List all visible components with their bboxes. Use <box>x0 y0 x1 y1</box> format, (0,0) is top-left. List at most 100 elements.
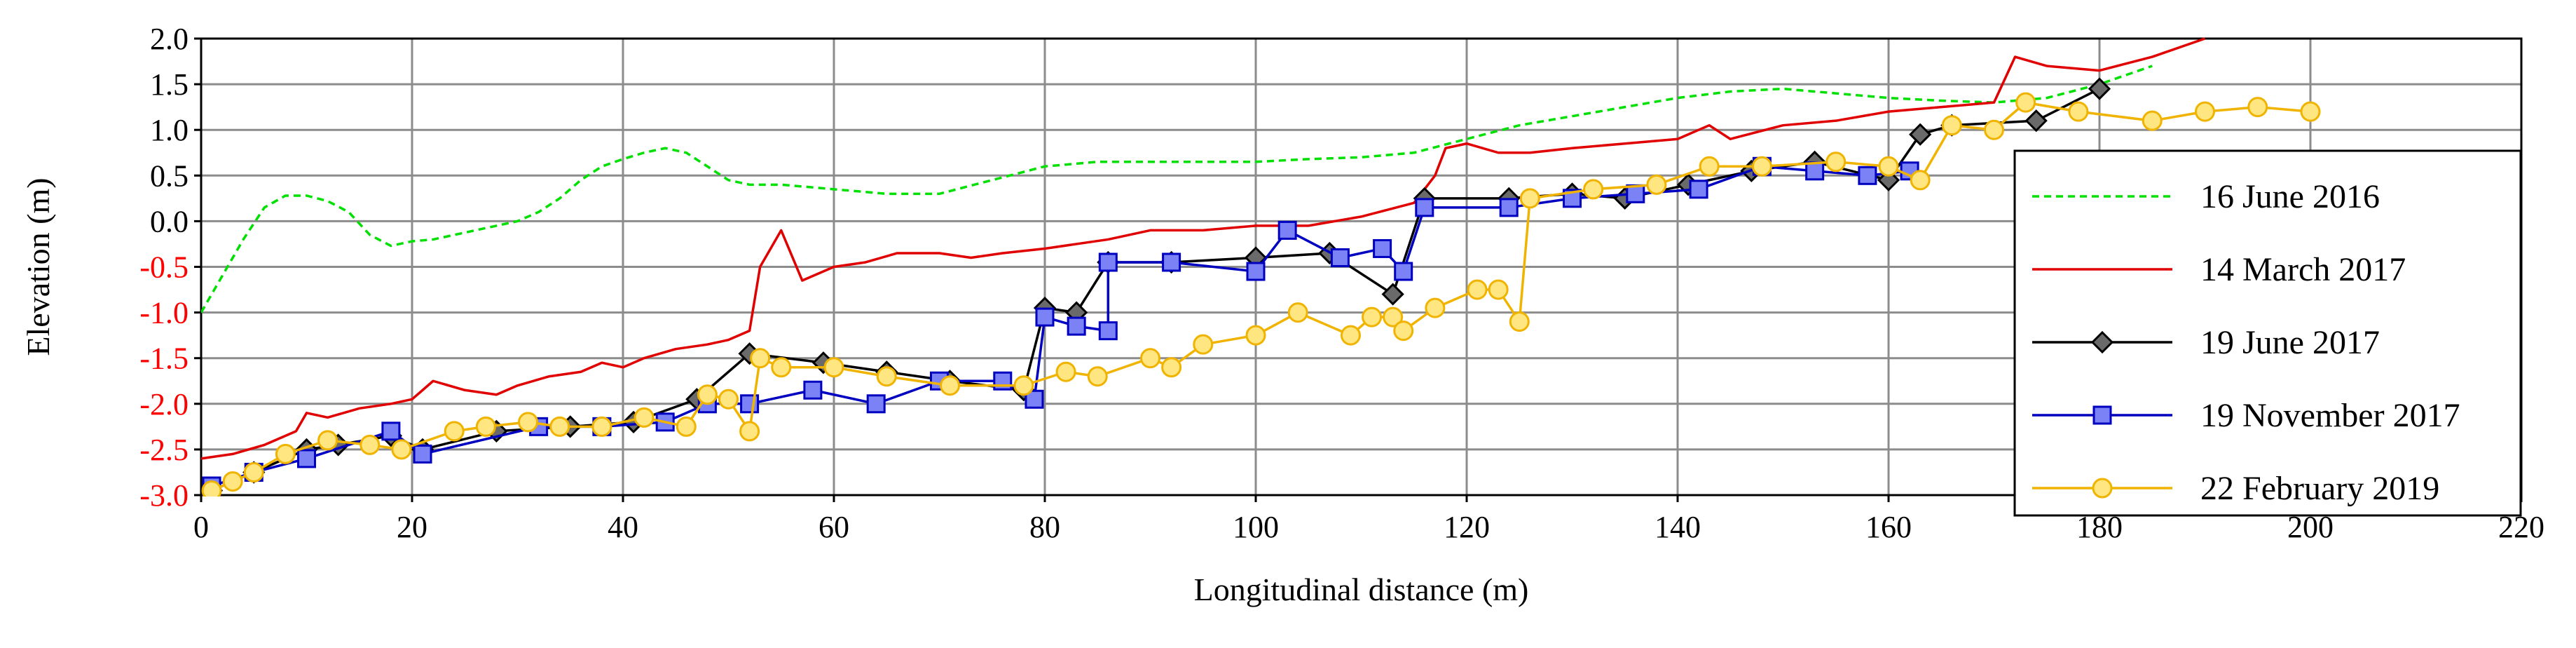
y-tick-label: -0.5 <box>139 250 189 285</box>
data-point-square <box>803 380 823 400</box>
data-point-circle <box>1751 156 1772 177</box>
data-point-circle <box>1941 115 1962 136</box>
y-tick-label: 0.0 <box>150 204 189 238</box>
data-point-diamond <box>1909 123 1932 146</box>
legend: 16 June 2016 14 March 2017 19 June 2017 19 … <box>2013 149 2522 517</box>
series-3 <box>201 77 2111 497</box>
data-point-circle <box>1467 279 1488 300</box>
data-point-circle <box>391 439 412 460</box>
data-point-circle <box>222 471 243 492</box>
data-point-circle <box>771 357 792 378</box>
data-point-square <box>1415 198 1434 217</box>
data-point-square <box>1035 307 1055 327</box>
data-point-circle <box>1393 320 1414 342</box>
legend-label: 14 March 2017 <box>2200 251 2406 288</box>
data-point-square <box>1098 321 1118 341</box>
data-point-circle <box>275 443 296 464</box>
legend-item: 19 November 2017 <box>2032 397 2460 434</box>
data-point-square <box>413 444 432 464</box>
data-point-square <box>1499 198 1519 217</box>
x-tick-label: 120 <box>1444 510 1490 544</box>
data-point-circle <box>317 430 338 451</box>
data-point-circle <box>1583 179 1604 200</box>
data-point-circle <box>718 389 739 410</box>
x-tick-label: 0 <box>193 510 209 544</box>
y-tick-label: 1.5 <box>150 67 189 102</box>
legend-box <box>2013 149 2522 517</box>
data-point-square <box>1805 161 1825 181</box>
data-point-square <box>1330 248 1350 267</box>
data-point-circle <box>243 461 264 482</box>
legend-item: 16 June 2016 <box>2032 178 2380 215</box>
data-point-circle <box>2092 478 2113 499</box>
data-point-circle <box>359 434 381 455</box>
data-point-circle <box>549 416 570 437</box>
data-point-square <box>1626 184 1645 203</box>
y-tick-label: 0.5 <box>150 158 189 193</box>
data-point-circle <box>1087 366 1108 387</box>
series-line <box>201 65 2153 313</box>
data-point-square <box>1394 262 1413 281</box>
y-tick-label: -1.0 <box>139 296 189 330</box>
data-point-circle <box>823 357 844 378</box>
data-point-square <box>1098 252 1118 272</box>
data-point-circle <box>1699 156 1720 177</box>
data-point-circle <box>1193 334 1214 355</box>
data-point-square <box>1858 166 1877 185</box>
data-point-circle <box>1287 302 1308 323</box>
data-point-circle <box>1245 325 1266 346</box>
data-point-circle <box>1509 311 1530 332</box>
data-point-circle <box>1140 348 1160 369</box>
legend-label: 16 June 2016 <box>2200 178 2380 215</box>
series-1 <box>201 65 2153 313</box>
data-point-circle <box>1013 375 1034 396</box>
data-point-circle <box>940 375 961 396</box>
data-point-circle <box>1646 174 1667 195</box>
data-point-circle <box>1878 156 1899 177</box>
series <box>201 37 2321 497</box>
legend-label: 19 June 2017 <box>2200 324 2380 361</box>
series-line <box>201 37 2206 460</box>
data-point-circle <box>876 366 897 387</box>
legend-label: 22 February 2019 <box>2200 470 2439 507</box>
data-point-circle <box>739 421 760 442</box>
y-axis-ticks: -3.0 -2.5 -2.0 -1.5 -1.0 -0.5 0.0 0.5 1.0 1.5 2.0 <box>139 22 201 513</box>
data-point-circle <box>201 480 222 497</box>
series-line <box>211 88 2100 492</box>
series-4 <box>202 156 1919 496</box>
data-point-circle <box>1340 325 1361 346</box>
y-tick-label: -3.0 <box>139 478 189 513</box>
data-point-circle <box>518 412 539 433</box>
series-2 <box>201 37 2206 460</box>
data-point-circle <box>444 421 465 442</box>
data-point-square <box>1246 262 1266 281</box>
y-tick-label: 1.0 <box>150 113 189 147</box>
y-tick-label: -2.5 <box>139 433 189 467</box>
data-point-circle <box>1984 119 2004 140</box>
data-point-diamond <box>2025 109 2048 133</box>
data-point-circle <box>2068 101 2089 122</box>
data-point-circle <box>1425 297 1446 318</box>
data-point-circle <box>2195 101 2215 122</box>
data-point-circle <box>676 416 697 437</box>
x-axis-label: Longitudinal distance (m) <box>1194 572 1529 607</box>
data-point-circle <box>1055 361 1076 382</box>
data-point-square <box>381 421 401 441</box>
data-point-square <box>297 449 316 468</box>
data-point-circle <box>633 407 655 428</box>
data-point-square <box>1277 220 1297 240</box>
data-point-circle <box>2300 101 2321 122</box>
data-point-circle <box>591 416 612 437</box>
x-tick-label: 80 <box>1029 510 1060 544</box>
x-tick-label: 40 <box>608 510 638 544</box>
data-point-circle <box>2247 97 2268 118</box>
y-tick-label: 2.0 <box>150 22 189 56</box>
data-point-circle <box>1383 306 1404 328</box>
data-point-square <box>740 394 760 414</box>
data-point-circle <box>1825 151 1847 173</box>
legend-label: 19 November 2017 <box>2200 397 2460 434</box>
x-tick-label: 20 <box>397 510 427 544</box>
legend-item: 19 June 2017 <box>2032 324 2380 361</box>
data-point-circle <box>475 416 496 437</box>
